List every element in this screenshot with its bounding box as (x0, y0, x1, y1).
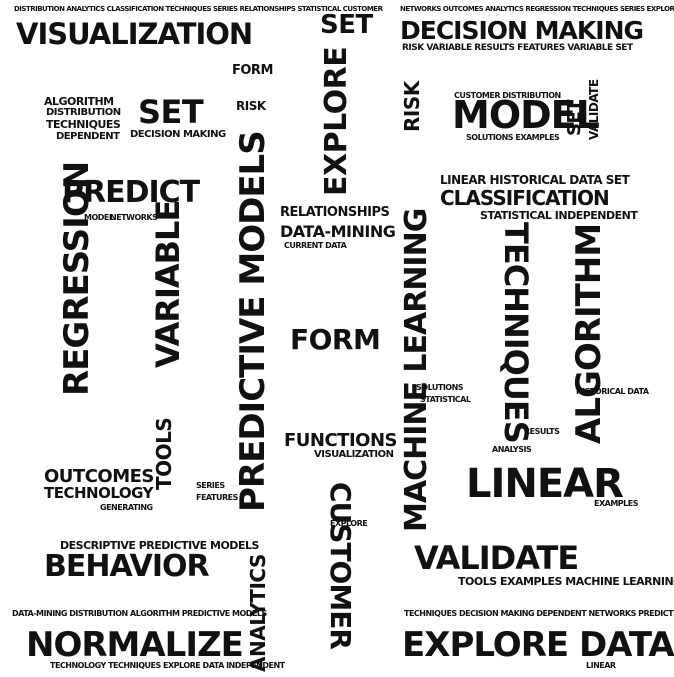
word-explore-data: EXPLORE DATA (402, 628, 674, 662)
word-explore-top: EXPLORE (322, 47, 352, 196)
word-set-mid: SET (138, 96, 203, 128)
word-bottom-small: TECHNOLOGY TECHNIQUES EXPLORE DATA INDEP… (50, 662, 285, 670)
word-generating: GENERATING (100, 504, 153, 512)
word-normalize: NORMALIZE (26, 628, 243, 662)
word-form-top: FORM (232, 64, 273, 77)
word-algorithm: ALGORITHM (572, 224, 606, 444)
word-set-right: SET (566, 100, 584, 136)
word-top-small-right: NETWORKS OUTCOMES ANALYTICS REGRESSION T… (400, 6, 674, 13)
word-statistical-independent: STATISTICAL INDEPENDENT (480, 210, 637, 221)
word-techniques-small: TECHNIQUES (46, 119, 120, 130)
word-features: FEATURES (196, 494, 238, 502)
word-risk-top: RISK (236, 100, 266, 112)
word-validate: VALIDATE (414, 542, 578, 574)
word-algorithm-small: ALGORITHM (44, 96, 114, 107)
word-set-top: SET (320, 12, 373, 38)
word-examples: EXAMPLES (594, 500, 638, 508)
word-solutions-small: SOLUTIONS EXAMPLES (466, 134, 559, 142)
word-data-mining: DATA-MINING (280, 224, 395, 240)
word-customer: CUSTOMER (326, 482, 354, 649)
word-relationships: RELATIONSHIPS (280, 206, 389, 219)
word-statistical: STATISTICAL (420, 396, 470, 404)
word-variable-results: RISK VARIABLE RESULTS FEATURES VARIABLE … (402, 44, 633, 53)
word-variable: VARIABLE (152, 201, 184, 368)
word-risk-right: RISK (402, 81, 422, 132)
word-predictive-models: PREDICTIVE MODELS (236, 131, 270, 512)
word-tools-examples: TOOLS EXAMPLES MACHINE LEARNING (458, 576, 674, 587)
word-data-mining-small: DATA-MINING DISTRIBUTION ALGORITHM PREDI… (12, 610, 267, 618)
word-technology: TECHNOLOGY (44, 486, 153, 501)
word-classification: CLASSIFICATION (440, 188, 609, 208)
word-linear: LINEAR (466, 464, 623, 504)
word-solutions: SOLUTIONS (416, 384, 463, 392)
word-visualization-small: VISUALIZATION (314, 450, 393, 460)
word-behavior: BEHAVIOR (44, 552, 209, 582)
word-analysis: ANALYSIS (492, 446, 531, 454)
word-series: SERIES (196, 482, 225, 490)
word-distribution-small: DISTRIBUTION (46, 108, 121, 118)
word-techniques-row: TECHNIQUES DECISION MAKING DEPENDENT NET… (404, 610, 674, 618)
word-tools: TOOLS (154, 418, 174, 490)
word-linear-historical: LINEAR HISTORICAL DATA SET (440, 174, 629, 186)
word-validate-small: VALIDATE (588, 79, 600, 140)
word-techniques: TECHNIQUES (500, 222, 532, 443)
word-functions: FUNCTIONS (284, 432, 397, 450)
word-explore-small: EXPLORE (330, 520, 367, 528)
word-machine-learning: MACHINE LEARNING (402, 209, 432, 532)
word-current-data: CURRENT DATA (284, 242, 346, 250)
word-historical-data: HISTORICAL DATA (576, 388, 649, 396)
word-results: RESULTS (524, 428, 559, 436)
word-customer-small: CUSTOMER DISTRIBUTION (454, 92, 561, 100)
word-visualization: VISUALIZATION (16, 20, 252, 49)
word-linear-bottom: LINEAR (586, 662, 616, 670)
word-decision-making: DECISION MAKING (400, 18, 643, 43)
word-regression: REGRESSION (60, 162, 94, 396)
word-decision-making-small: DECISION MAKING (130, 130, 226, 140)
word-dependent-small: DEPENDENT (56, 132, 119, 142)
word-form: FORM (290, 326, 380, 354)
